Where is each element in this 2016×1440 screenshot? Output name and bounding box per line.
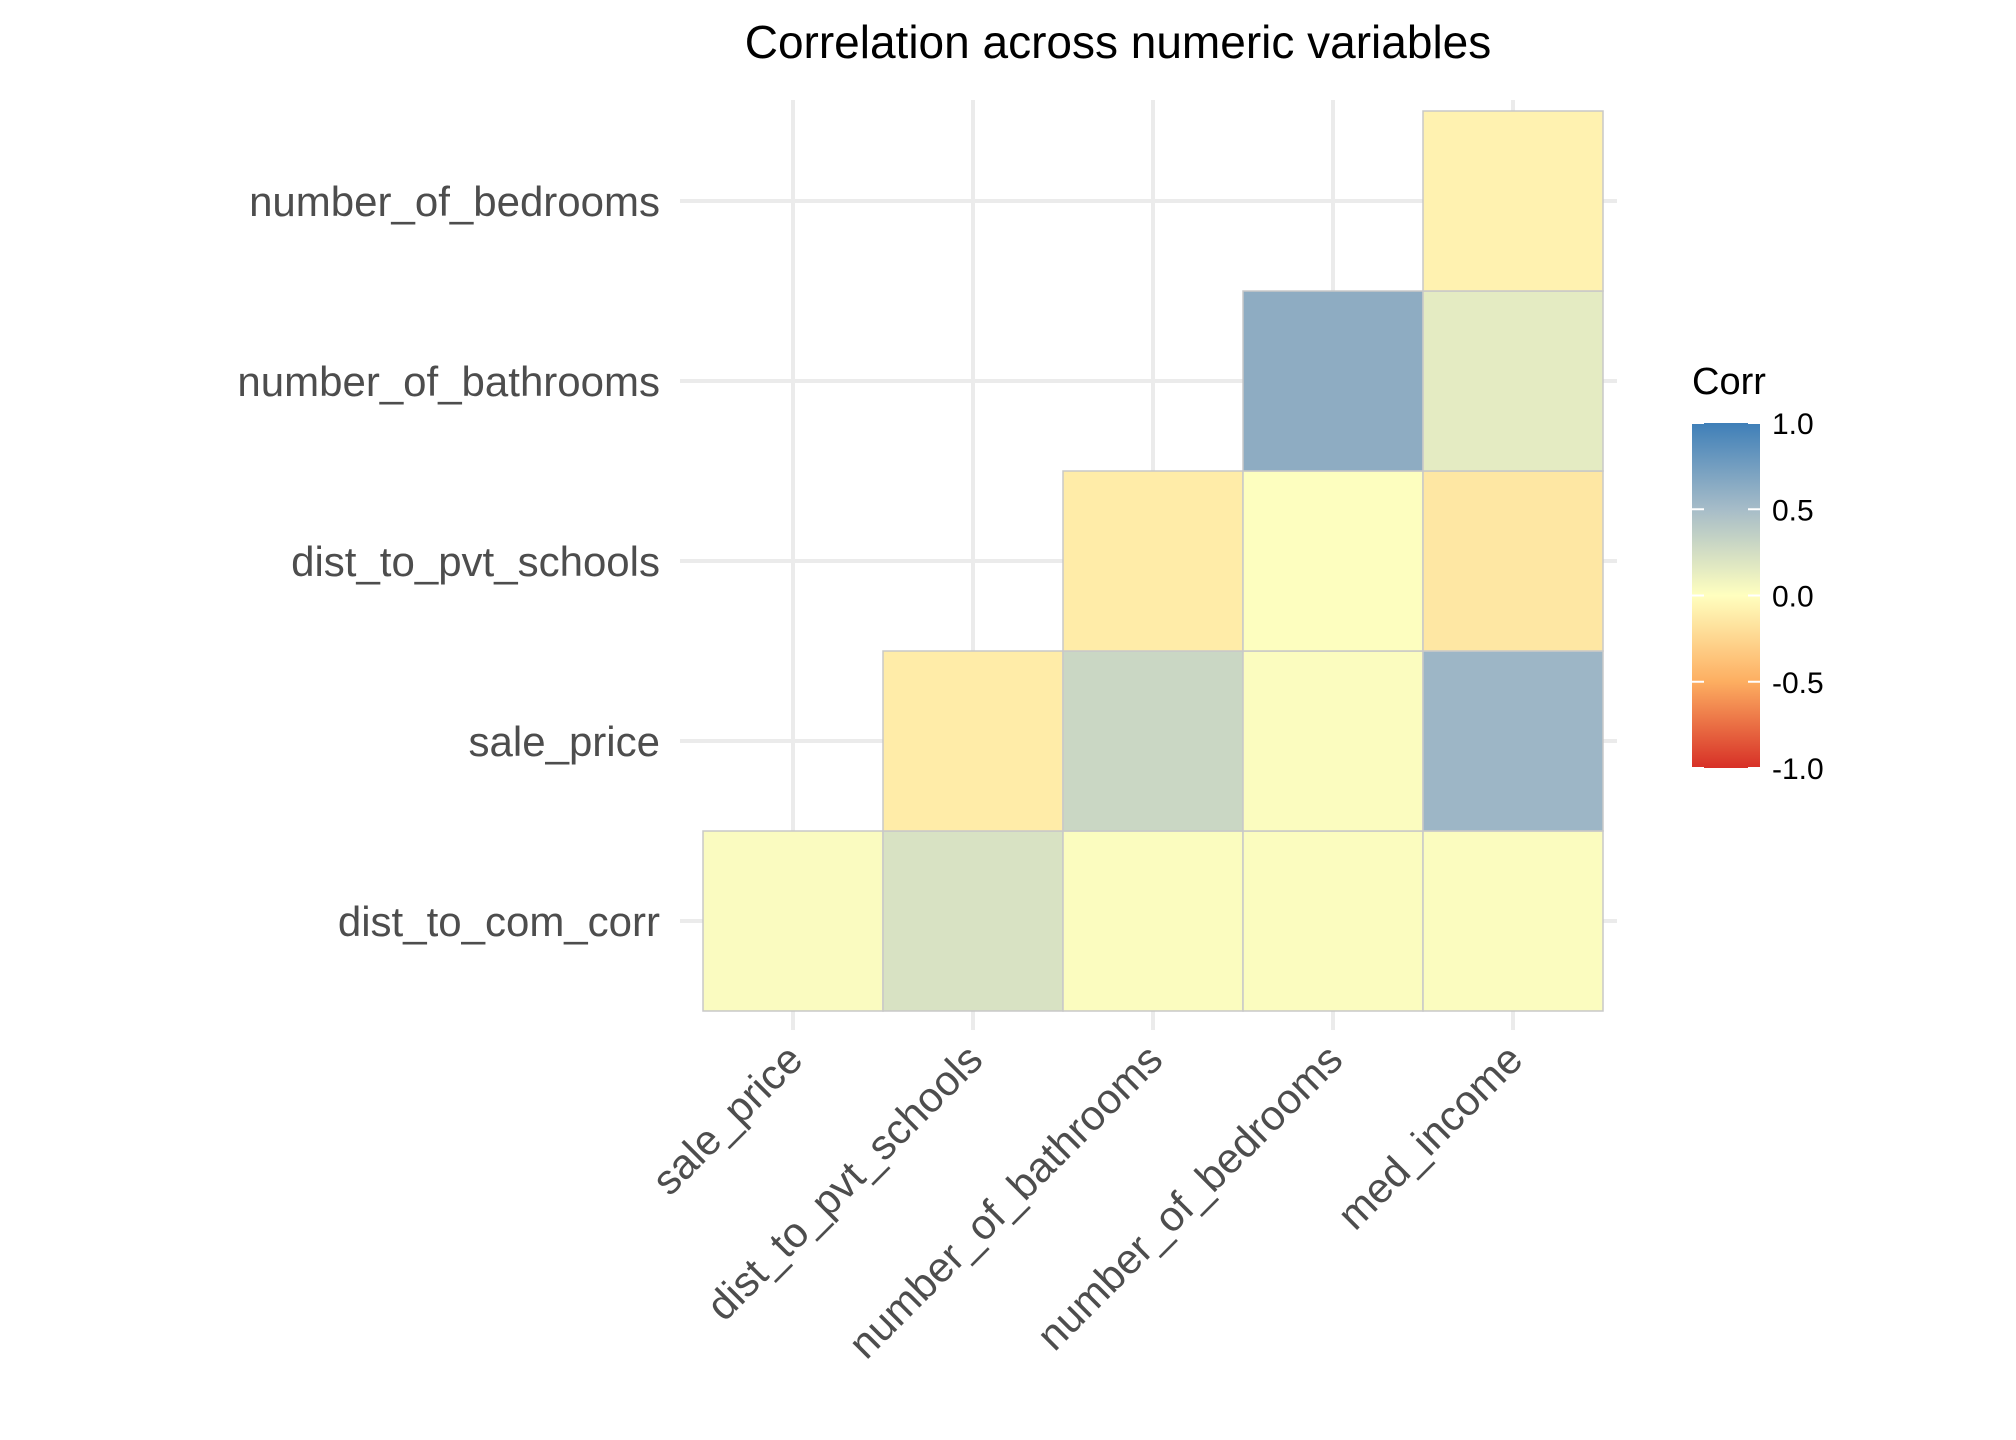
heatmap-cell	[1422, 110, 1604, 292]
heatmap-cell	[882, 650, 1064, 832]
chart-title: Correlation across numeric variables	[745, 16, 1492, 68]
heatmap-cell	[1242, 290, 1424, 472]
legend-tick-label: 0.5	[1772, 494, 1814, 527]
y-axis-labels: dist_to_com_corr sale_price dist_to_pvt_sc…	[237, 178, 660, 945]
x-tick-label: number_of_bathrooms	[839, 1035, 1171, 1367]
heatmap-cell	[1242, 830, 1424, 1012]
heatmap-cell	[702, 830, 884, 1012]
legend-tick-label: -1.0	[1772, 753, 1824, 786]
heatmap-cell	[882, 830, 1064, 1012]
heatmap-cell	[1242, 470, 1424, 652]
heatmap-cell	[1422, 650, 1604, 832]
legend-ticks: 1.0 0.5 0.0 -0.5 -1.0	[1692, 408, 1824, 786]
y-tick-label: sale_price	[469, 718, 660, 765]
y-tick-label: dist_to_pvt_schools	[291, 538, 660, 585]
heatmap-cell	[1062, 650, 1244, 832]
x-tick-label: number_of_bedrooms	[1028, 1035, 1352, 1359]
legend-tick-label: 0.0	[1772, 581, 1814, 614]
x-tick-label: sale_price	[643, 1035, 812, 1204]
x-tick-label: med_income	[1328, 1035, 1531, 1238]
heatmap-cell	[1422, 290, 1604, 472]
heatmap-cell	[1062, 470, 1244, 652]
heatmap-cell	[1062, 830, 1244, 1012]
heatmap-cell	[1422, 470, 1604, 652]
heatmap-cells	[702, 110, 1604, 1012]
legend: Corr 1.0 0.5 0.0 -0.5 -1.0	[1692, 361, 1824, 786]
heatmap-cell	[1422, 830, 1604, 1012]
legend-tick-label: -0.5	[1772, 667, 1824, 700]
y-tick-label: number_of_bathrooms	[237, 358, 660, 405]
legend-title: Corr	[1692, 361, 1766, 403]
x-axis-labels: sale_pricedist_to_pvt_schoolsnumber_of_b…	[643, 1035, 1532, 1367]
legend-tick-label: 1.0	[1772, 408, 1814, 441]
y-tick-label: number_of_bedrooms	[249, 178, 660, 225]
y-tick-label: dist_to_com_corr	[338, 898, 660, 945]
heatmap-cell	[1242, 650, 1424, 832]
